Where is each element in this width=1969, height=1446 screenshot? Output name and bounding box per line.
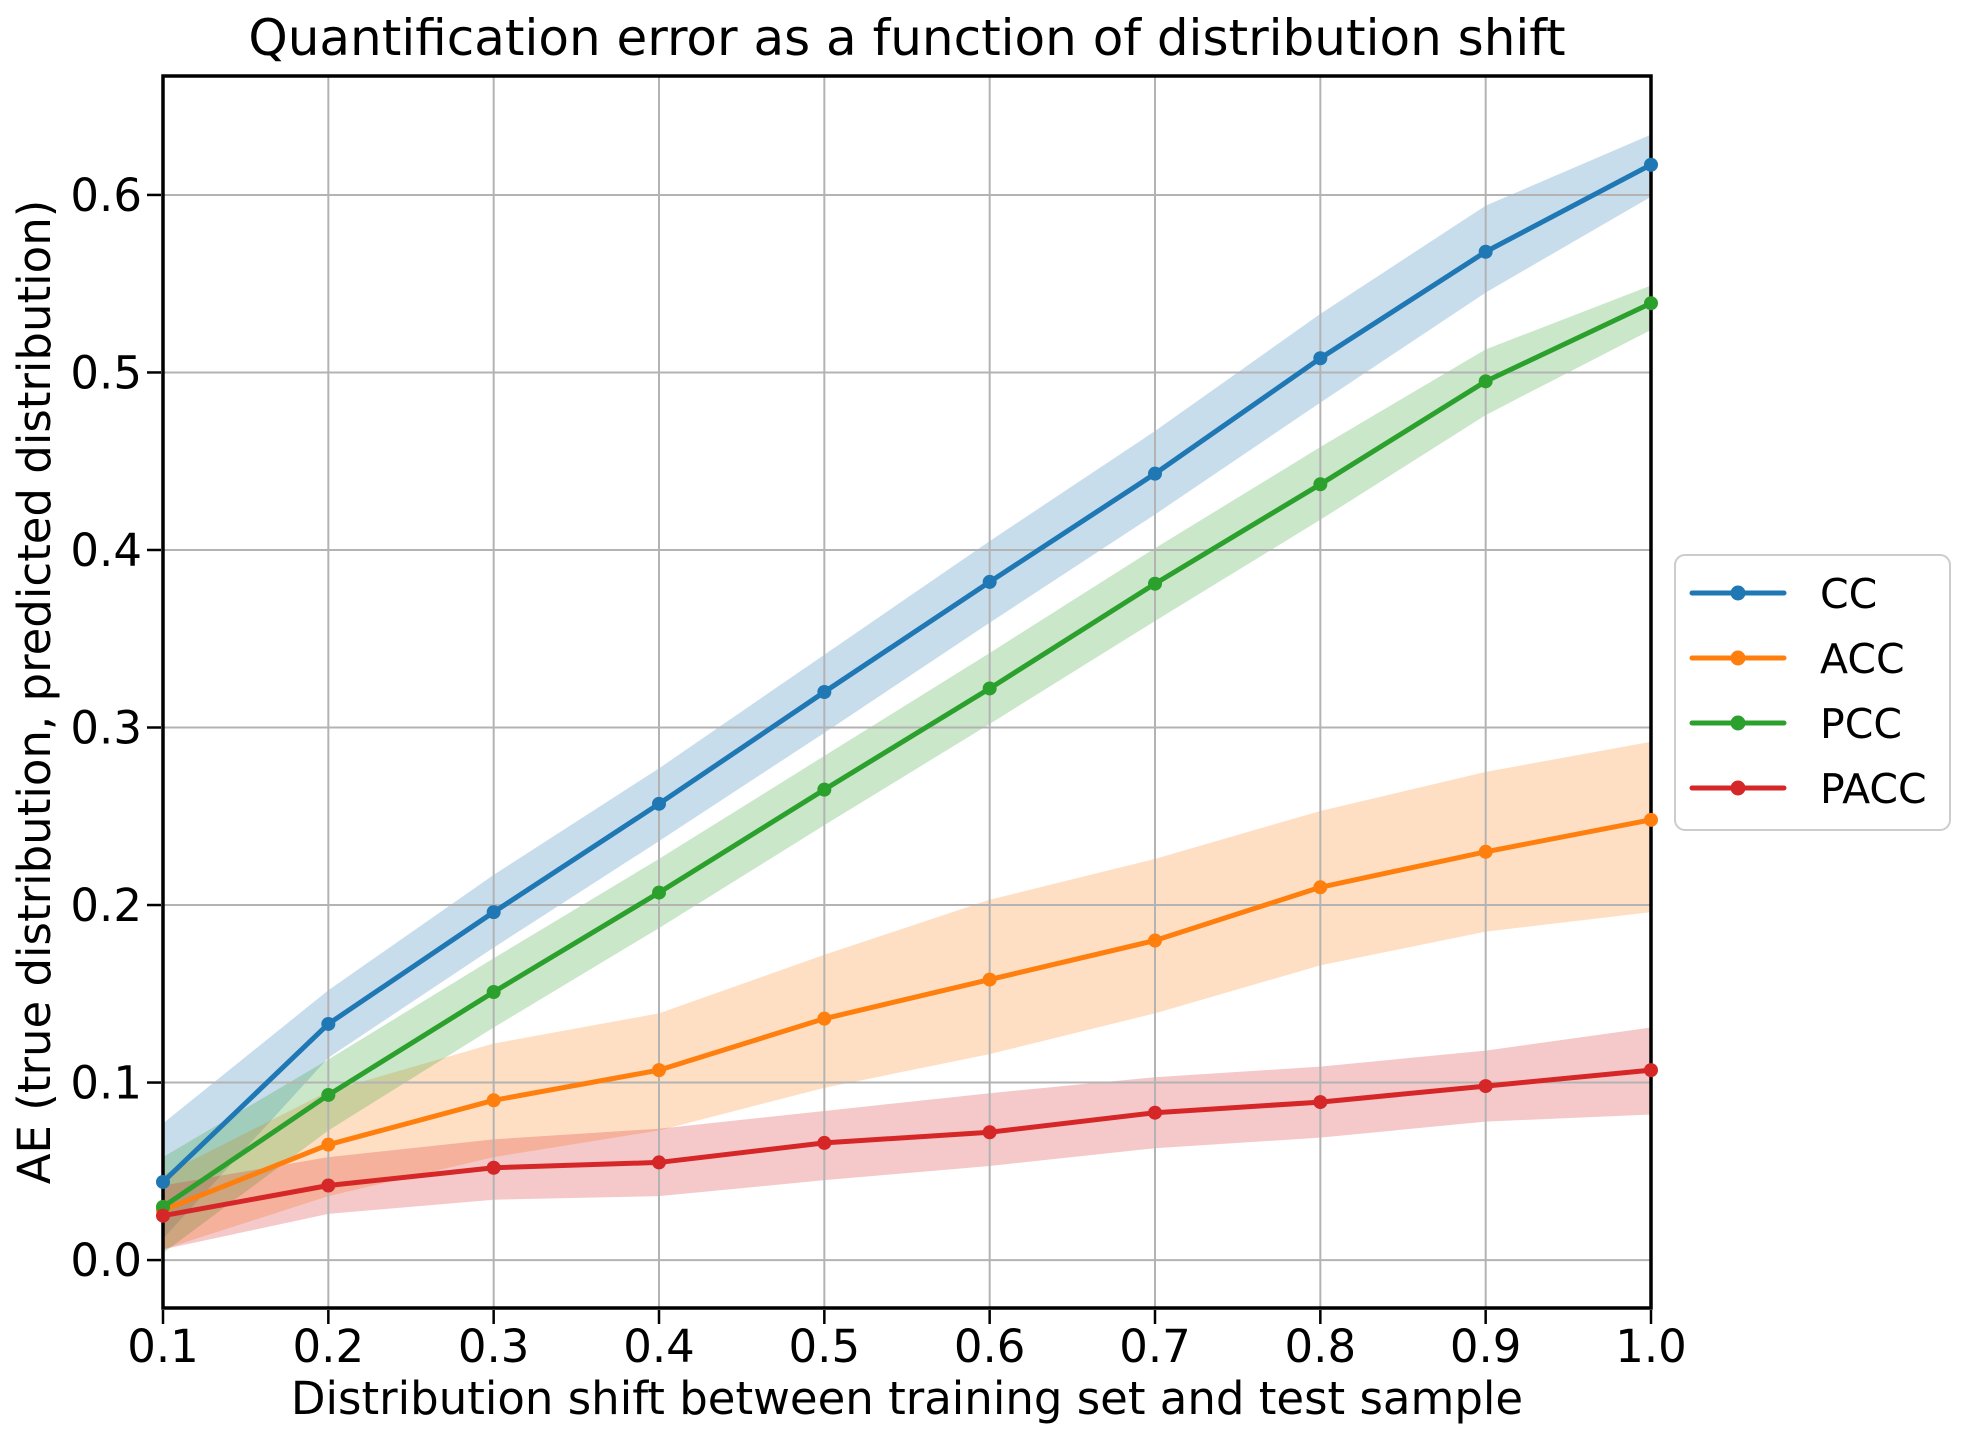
acc-marker [1478, 844, 1493, 859]
pcc-marker [486, 985, 501, 1000]
cc-marker [321, 1016, 336, 1031]
pcc-marker [321, 1087, 336, 1102]
acc-marker [1644, 812, 1658, 827]
legend-swatch-marker-acc [1730, 650, 1746, 666]
pacc-line [160, 1067, 1654, 1219]
pcc-marker [1148, 576, 1162, 591]
acc-marker [1148, 933, 1162, 948]
x-tick-label: 0.2 [293, 1320, 365, 1373]
acc-marker [817, 1011, 832, 1026]
confidence-bands [163, 134, 1651, 1253]
legend-box [1674, 554, 1951, 831]
x-axis-label: Distribution shift between training set … [291, 1372, 1523, 1425]
pcc-line [160, 300, 1654, 1210]
y-tick-label: 0.4 [70, 524, 142, 577]
chart-title: Quantification error as a function of di… [248, 9, 1565, 67]
cc-confidence-band [163, 134, 1651, 1239]
cc-marker [652, 796, 666, 811]
legend-label-cc: CC [1820, 570, 1877, 618]
acc-line [160, 817, 1654, 1213]
legend-label-pacc: PACC [1820, 765, 1927, 813]
cc-marker [156, 1174, 170, 1189]
x-tick-label: 0.7 [1119, 1320, 1191, 1373]
acc-marker [486, 1093, 501, 1108]
y-tick-label: 0.3 [70, 702, 142, 755]
legend-swatch-marker-cc [1730, 585, 1746, 601]
y-axis-label: AE (true distribution, predicted distrib… [8, 200, 61, 1185]
x-tick-label: 0.3 [458, 1320, 530, 1373]
legend: CC ACC PCC PACC [1674, 554, 1951, 831]
cc-marker [982, 574, 997, 589]
pacc-marker [982, 1125, 997, 1140]
pcc-marker [1644, 296, 1658, 311]
y-tick-label: 0.6 [70, 169, 142, 222]
pacc-marker [1478, 1079, 1493, 1094]
pcc-confidence-band [163, 285, 1651, 1253]
x-tick-label: 0.6 [954, 1320, 1026, 1373]
pcc-marker [1478, 374, 1493, 389]
pacc-marker [1644, 1063, 1658, 1078]
x-tick-label: 0.5 [789, 1320, 861, 1373]
pacc-marker [652, 1155, 666, 1170]
y-tick-labels: 0.0 0.1 0.2 0.3 0.4 0.5 0.6 [70, 169, 142, 1287]
legend-label-pcc: PCC [1820, 700, 1902, 748]
legend-label-acc: ACC [1820, 635, 1905, 683]
x-tick-label: 0.8 [1285, 1320, 1357, 1373]
legend-swatches [1689, 585, 1787, 796]
cc-line [160, 162, 1654, 1185]
x-tick-label: 0.9 [1450, 1320, 1522, 1373]
y-tick-label: 0.2 [70, 879, 142, 932]
acc-marker [982, 972, 997, 987]
cc-marker [1313, 351, 1328, 366]
pacc-marker [1313, 1095, 1328, 1110]
series-lines [156, 157, 1658, 1223]
x-tick-labels: 0.1 0.2 0.3 0.4 0.5 0.6 0.7 0.8 0.9 1.0 [127, 1320, 1687, 1373]
y-tick-label: 0.1 [70, 1057, 142, 1110]
cc-marker [817, 685, 832, 699]
pcc-marker [817, 782, 832, 797]
x-tick-label: 0.1 [127, 1320, 199, 1373]
acc-marker [1313, 880, 1328, 895]
y-tick-label: 0.5 [70, 346, 142, 399]
pcc-marker [652, 885, 666, 900]
plot-frame [161, 74, 1653, 1310]
x-tick-label: 1.0 [1615, 1320, 1687, 1373]
acc-marker [321, 1137, 336, 1152]
pacc-marker [486, 1160, 501, 1175]
pcc-marker [1313, 477, 1328, 492]
legend-swatch-marker-pcc [1730, 715, 1746, 731]
acc-marker [652, 1063, 666, 1078]
cc-marker [1644, 157, 1658, 172]
cc-marker [1478, 244, 1493, 259]
legend-swatch-marker-pacc [1730, 780, 1746, 796]
pacc-marker [321, 1178, 336, 1193]
y-tick-label: 0.0 [70, 1234, 142, 1287]
pacc-marker [156, 1208, 170, 1223]
x-tick-label: 0.4 [623, 1320, 695, 1373]
pacc-marker [1148, 1105, 1162, 1120]
cc-marker [486, 905, 501, 920]
acc-confidence-band [163, 741, 1651, 1250]
tick-marks [147, 193, 1653, 1324]
pcc-marker [982, 681, 997, 696]
cc-marker [1148, 466, 1162, 481]
pacc-marker [817, 1135, 832, 1150]
